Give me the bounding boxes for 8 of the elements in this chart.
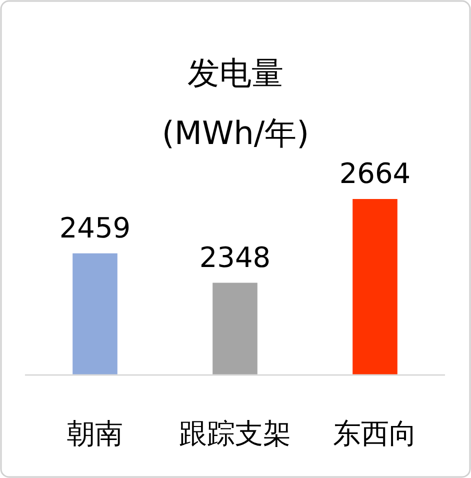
data-label: 2459 bbox=[59, 211, 131, 244]
data-label: 2664 bbox=[339, 157, 411, 190]
x-tick-label: 跟踪支架 bbox=[179, 417, 291, 450]
x-tick-label: 朝南 bbox=[67, 417, 123, 450]
data-label: 2348 bbox=[199, 240, 271, 274]
x-tick-label: 东西向 bbox=[333, 417, 417, 450]
chart-title: 发电量 bbox=[188, 54, 284, 92]
chart-subtitle: (MWh/年) bbox=[162, 114, 310, 152]
